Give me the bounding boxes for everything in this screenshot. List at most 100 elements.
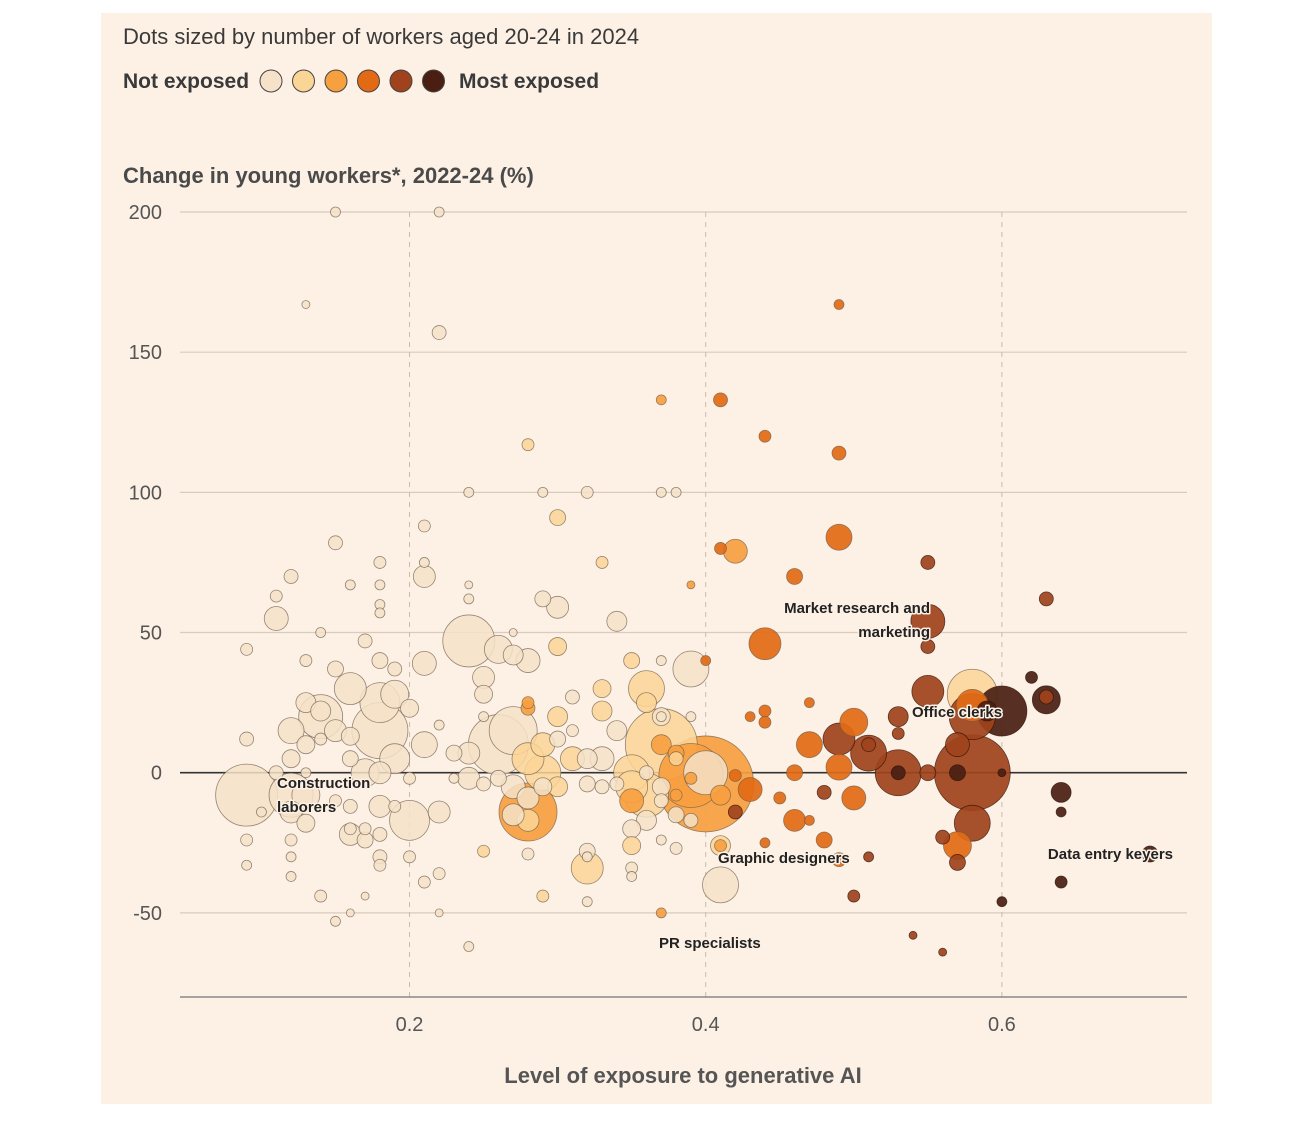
- data-point: [368, 794, 392, 818]
- data-point: [683, 812, 699, 828]
- data-point: [803, 697, 815, 709]
- data-point: [240, 833, 254, 847]
- data-point: [1050, 781, 1072, 803]
- data-point: [340, 726, 360, 746]
- data-point: [651, 777, 671, 797]
- data-point: [919, 764, 937, 782]
- data-point: [744, 938, 756, 950]
- data-point: [639, 765, 654, 781]
- data-point: [387, 661, 403, 677]
- data-point: [891, 727, 905, 740]
- annotation-label: Data entry keyers: [1048, 846, 1173, 863]
- y-tick-label: 50: [140, 623, 162, 645]
- data-point: [263, 606, 289, 631]
- data-points: [215, 206, 1159, 957]
- data-point: [463, 486, 475, 498]
- y-tick-label: 200: [129, 202, 162, 224]
- y-tick-label: 0: [151, 763, 162, 785]
- data-point: [239, 731, 255, 747]
- legend-swatch-4: [357, 69, 380, 93]
- data-point: [748, 627, 782, 661]
- data-point: [448, 772, 460, 784]
- data-point: [373, 556, 387, 569]
- data-point: [546, 595, 570, 619]
- y-axis-title: Change in young workers*, 2022-24 (%): [123, 163, 534, 188]
- data-point: [684, 771, 698, 785]
- data-point: [314, 889, 328, 903]
- data-point: [672, 650, 710, 688]
- data-point: [786, 568, 803, 585]
- data-point: [831, 445, 847, 461]
- data-point: [417, 519, 431, 533]
- data-point: [997, 768, 1007, 778]
- data-point: [1054, 875, 1068, 889]
- data-point: [606, 720, 628, 742]
- legend: Not exposed Most exposed: [123, 69, 599, 93]
- data-point: [547, 706, 569, 728]
- data-point: [403, 850, 416, 864]
- data-point: [502, 644, 524, 666]
- data-point: [548, 637, 568, 656]
- data-point: [310, 700, 332, 722]
- data-point: [580, 485, 594, 499]
- y-tick-label: 150: [129, 342, 162, 364]
- data-point: [1025, 670, 1038, 684]
- data-point: [816, 784, 832, 800]
- data-point: [489, 769, 507, 787]
- data-point: [357, 633, 373, 649]
- data-point: [1038, 689, 1054, 705]
- data-point: [521, 696, 535, 710]
- x-tick-label: 0.4: [692, 1014, 720, 1036]
- data-point: [300, 767, 312, 779]
- data-point: [508, 628, 518, 637]
- x-tick-label: 0.2: [396, 1014, 424, 1036]
- data-point: [315, 627, 327, 638]
- data-point: [591, 700, 613, 722]
- data-point: [786, 764, 803, 782]
- data-point: [737, 777, 763, 802]
- data-point: [887, 706, 909, 728]
- data-point: [328, 535, 343, 551]
- data-point: [722, 538, 748, 564]
- data-point: [976, 700, 998, 722]
- data-point: [516, 786, 540, 810]
- data-point: [655, 834, 667, 846]
- data-point: [713, 392, 728, 408]
- data-point: [283, 569, 299, 584]
- data-point: [650, 734, 672, 756]
- data-point: [667, 806, 685, 824]
- data-point: [636, 809, 657, 831]
- data-point: [330, 206, 341, 218]
- data-point: [911, 675, 945, 708]
- data-point: [595, 556, 609, 569]
- data-point: [277, 717, 305, 745]
- data-point: [358, 822, 372, 836]
- annotation-label: PR specialists: [659, 935, 761, 952]
- legend-swatch-5: [389, 69, 413, 93]
- data-point: [920, 555, 936, 570]
- data-point: [622, 819, 642, 839]
- data-point: [566, 724, 579, 738]
- data-point: [373, 858, 387, 872]
- data-point: [1055, 806, 1067, 818]
- data-point: [296, 735, 316, 755]
- data-point: [427, 800, 451, 824]
- data-point: [758, 715, 772, 729]
- data-point: [279, 800, 303, 824]
- annotation-label: laborers: [277, 799, 336, 816]
- data-point: [521, 847, 535, 861]
- data-point: [669, 788, 683, 802]
- data-point: [626, 871, 638, 882]
- data-point: [861, 737, 877, 753]
- data-point: [374, 607, 386, 619]
- legend-swatch-2: [292, 69, 315, 93]
- data-point: [815, 831, 833, 849]
- data-point: [1038, 591, 1054, 607]
- legend-swatch-3: [324, 69, 348, 93]
- data-point: [758, 429, 772, 443]
- data-point: [847, 889, 861, 903]
- data-point: [330, 915, 341, 927]
- data-point: [1141, 845, 1159, 863]
- data-point: [581, 851, 593, 863]
